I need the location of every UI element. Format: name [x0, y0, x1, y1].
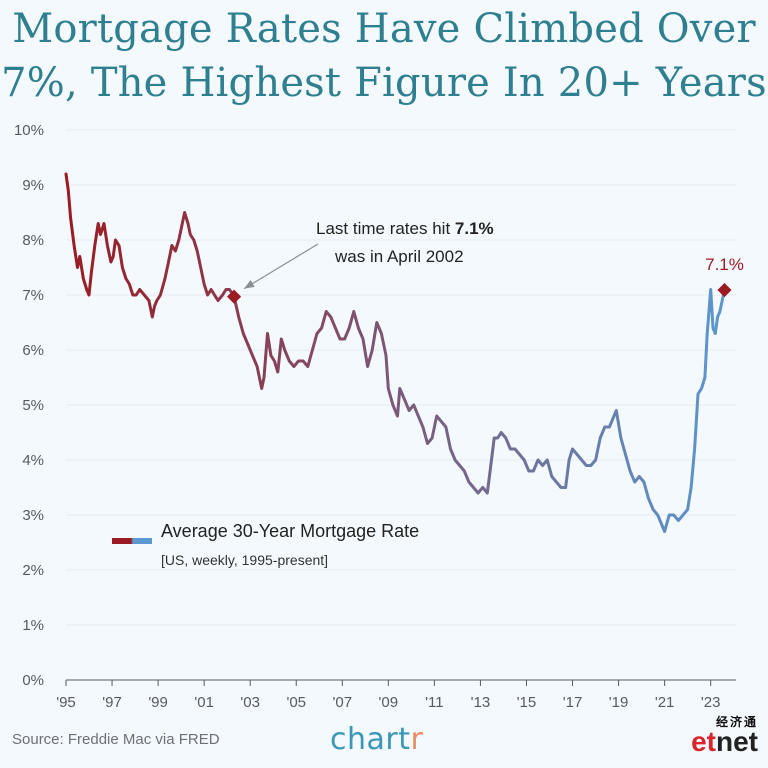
- x-tick-label: '23: [701, 694, 721, 711]
- x-tick-label: '11: [425, 694, 443, 711]
- y-tick-label: 8%: [22, 232, 44, 249]
- y-tick-label: 4%: [22, 452, 44, 469]
- annotation-arrow: [243, 243, 319, 290]
- watermark-logo: 经济通 etnet: [691, 716, 758, 756]
- x-tick-label: '19: [609, 694, 629, 711]
- y-tick-label: 3%: [22, 507, 44, 524]
- annotation-bold: 7.1%: [455, 219, 494, 238]
- annotation-arrowhead: [244, 280, 255, 289]
- x-tick-label: '13: [471, 694, 491, 711]
- end-value-marker: [717, 282, 732, 298]
- x-tick-label: '99: [148, 694, 168, 711]
- series-line: [64, 172, 726, 533]
- x-tick-label: '03: [240, 694, 260, 711]
- watermark-en-main: et: [691, 726, 716, 757]
- title-line-2: 7%, The Highest Figure In 20+ Years: [1, 60, 767, 106]
- x-tick-label: '97: [102, 694, 122, 711]
- annotation-prefix: Last time rates hit: [316, 219, 455, 238]
- x-tick-label: '21: [655, 694, 675, 711]
- x-axis: '95 '97 '99 '01 '03 '05 '07 '09 '11 '13 '15 '17 '19 '…: [56, 680, 720, 711]
- y-tick-label: 5%: [22, 397, 44, 414]
- annotation-line-1: Last time rates hit 7.1%: [316, 219, 494, 238]
- brand-main: chart: [330, 722, 411, 757]
- title-line-1: Mortgage Rates Have Climbed Over: [12, 6, 756, 52]
- legend-title: Average 30-Year Mortgage Rate: [161, 521, 419, 541]
- x-tick-label: '01: [194, 694, 214, 711]
- source-note: Source: Freddie Mac via FRED: [12, 731, 220, 748]
- x-tick-label: '95: [56, 694, 76, 711]
- y-tick-label: 0%: [22, 672, 44, 689]
- annotation-line-2: was in April 2002: [334, 247, 464, 266]
- x-tick-label: '15: [517, 694, 537, 711]
- y-tick-label: 7%: [22, 287, 44, 304]
- x-tick-label: '09: [379, 694, 399, 711]
- watermark-cn: 经济通: [715, 715, 758, 729]
- brand-accent: r: [410, 722, 424, 757]
- x-tick-label: '17: [563, 694, 583, 711]
- page-title: Mortgage Rates Have Climbed Over 7%, The…: [0, 2, 768, 110]
- y-axis: 0% 1% 2% 3% 4% 5% 6% 7% 8% 9% 10%: [14, 122, 44, 689]
- watermark-en-accent: net: [716, 726, 758, 757]
- y-tick-label: 6%: [22, 342, 44, 359]
- x-tick-label: '05: [286, 694, 306, 711]
- legend-swatch: [112, 538, 152, 544]
- y-tick-label: 1%: [22, 617, 44, 634]
- end-value-label: 7.1%: [705, 255, 744, 274]
- y-tick-label: 9%: [22, 177, 44, 194]
- x-tick-label: '07: [333, 694, 353, 711]
- annotation-marker: [227, 289, 242, 304]
- gridlines: [66, 129, 736, 626]
- watermark-en: etnet: [691, 728, 758, 756]
- y-tick-label: 10%: [14, 122, 44, 139]
- legend-subtitle: [US, weekly, 1995-present]: [161, 552, 328, 568]
- brand-logo: chartr: [330, 722, 423, 757]
- y-tick-label: 2%: [22, 562, 44, 579]
